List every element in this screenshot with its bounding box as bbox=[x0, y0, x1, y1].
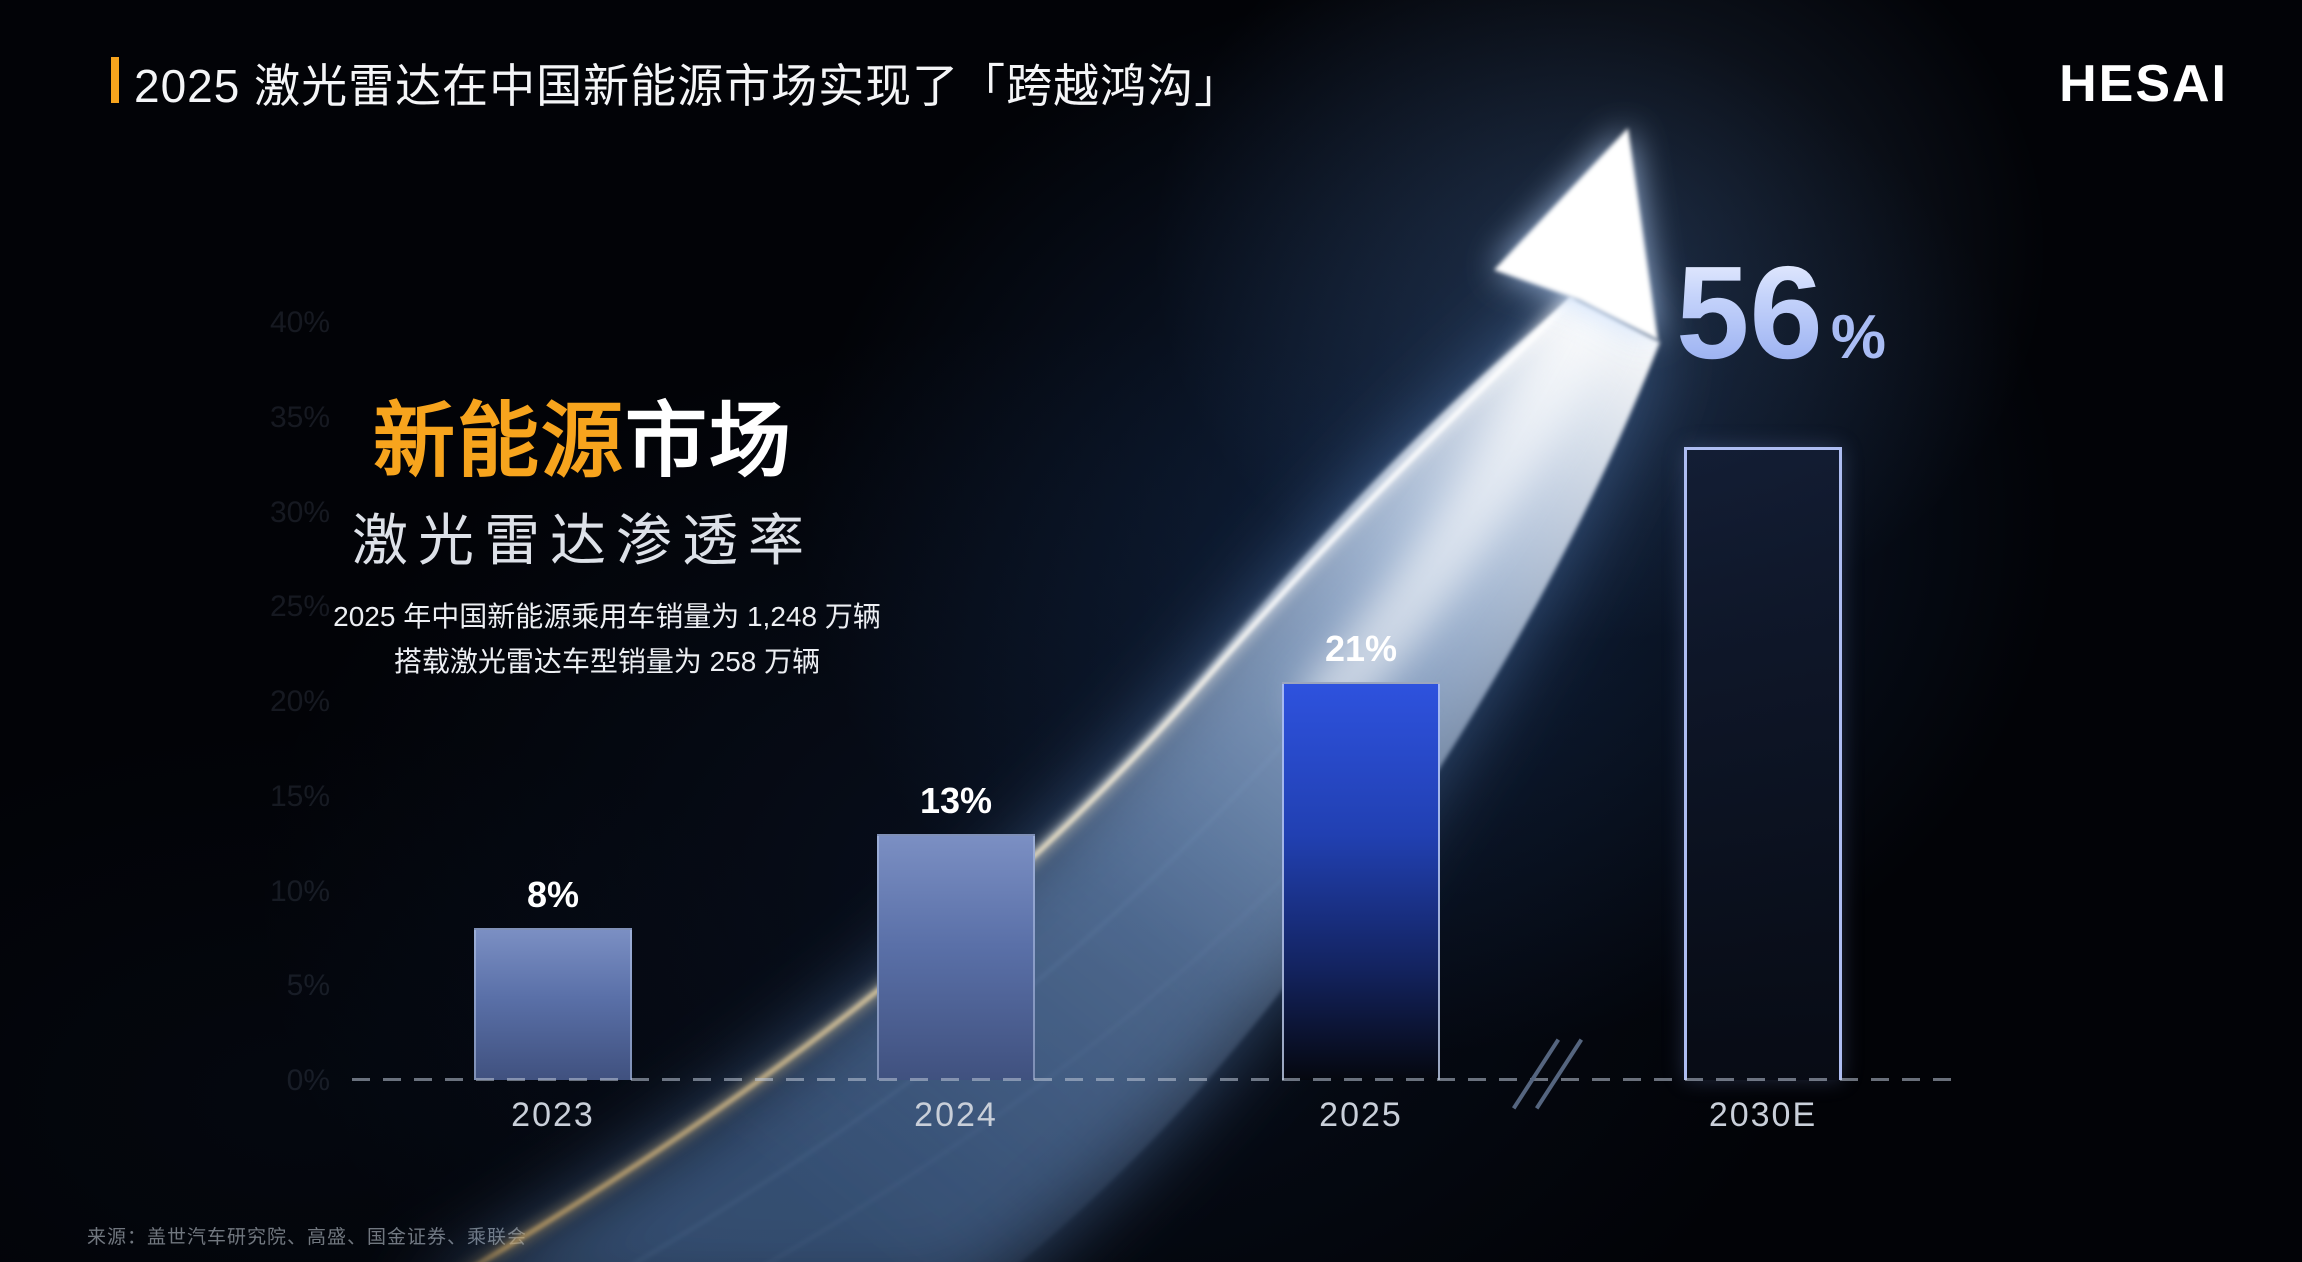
page-title: 2025 激光雷达在中国新能源市场实现了「跨越鸿沟」 bbox=[134, 60, 1242, 112]
bar-2024 bbox=[877, 834, 1035, 1080]
category-label: 2024 bbox=[914, 1096, 998, 1134]
bar-2023 bbox=[474, 928, 632, 1080]
y-axis-tick: 5% bbox=[286, 969, 330, 1003]
category-label: 2023 bbox=[511, 1096, 595, 1134]
value-label: 8% bbox=[526, 874, 580, 915]
category-label: 2030E bbox=[1708, 1096, 1818, 1134]
bar-2030E bbox=[1684, 447, 1842, 1080]
y-axis-tick: 10% bbox=[269, 874, 330, 908]
y-axis-tick: 25% bbox=[269, 590, 330, 624]
heading-highlight: 新能源 bbox=[372, 396, 625, 487]
title-accent-bar bbox=[111, 57, 119, 103]
bar-2025 bbox=[1282, 682, 1440, 1080]
value-label-big: 56% bbox=[1676, 247, 1886, 379]
category-label: 2025 bbox=[1319, 1096, 1403, 1134]
y-axis-tick: 0% bbox=[286, 1064, 330, 1097]
chart-description: 2025 年中国新能源乘用车销量为 1,248 万辆 搭载激光雷达车型销量为 2… bbox=[252, 594, 962, 684]
big-value-number: 56 bbox=[1676, 239, 1823, 386]
chart-subheading: 激光雷达渗透率 bbox=[352, 509, 814, 572]
description-line-2: 搭载激光雷达车型销量为 258 万辆 bbox=[393, 646, 821, 677]
value-label: 13% bbox=[919, 780, 993, 821]
heading-rest: 市场 bbox=[625, 396, 794, 487]
y-axis-tick: 40% bbox=[269, 306, 330, 339]
chart-heading: 新能源市场 bbox=[228, 374, 938, 493]
y-axis-tick: 15% bbox=[269, 779, 330, 813]
hesai-logo: HESAI bbox=[2059, 55, 2228, 113]
value-label: 21% bbox=[1324, 628, 1398, 669]
y-axis-tick: 20% bbox=[269, 685, 330, 718]
arrow-head-icon bbox=[1494, 128, 1658, 340]
x-axis-baseline bbox=[352, 1078, 1958, 1081]
source-note: 来源：盖世汽车研究院、高盛、国金证券、乘联会 bbox=[87, 1227, 528, 1248]
y-axis-tick: 30% bbox=[269, 495, 330, 529]
description-line-1: 2025 年中国新能源乘用车销量为 1,248 万辆 bbox=[333, 601, 881, 632]
y-axis-tick: 35% bbox=[269, 400, 330, 434]
big-value-percent: % bbox=[1830, 303, 1886, 372]
